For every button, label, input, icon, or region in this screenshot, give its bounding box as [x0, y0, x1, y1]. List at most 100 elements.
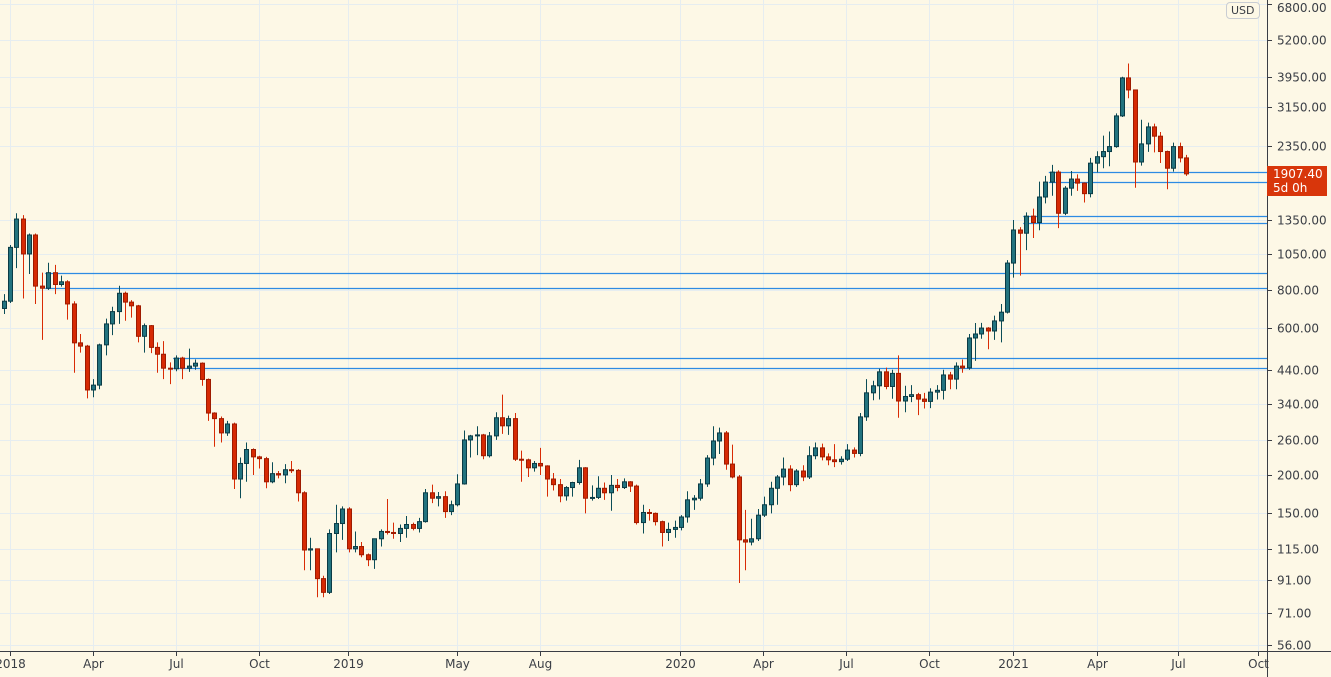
- horizontal-levels[interactable]: [45, 171, 1267, 370]
- candle-body: [896, 372, 901, 402]
- candle-down: [347, 507, 352, 553]
- candle-down: [1018, 227, 1023, 276]
- candle-body: [602, 487, 607, 494]
- candle-up: [864, 379, 869, 421]
- candle-body: [129, 301, 134, 307]
- candle-down: [251, 448, 256, 475]
- bar-close-countdown: 5d 0h: [1273, 181, 1308, 195]
- candle-down: [737, 474, 742, 584]
- candle-body: [1158, 135, 1163, 153]
- candle-up: [967, 333, 972, 370]
- candle-body: [1114, 115, 1119, 148]
- candle-body: [1152, 126, 1157, 137]
- candle-body: [359, 546, 364, 556]
- candle-body: [532, 462, 537, 469]
- candle-down: [1152, 123, 1157, 153]
- candle-body: [1018, 229, 1023, 234]
- candle-body: [468, 435, 473, 441]
- candle-down: [53, 264, 58, 295]
- candle-body: [494, 417, 499, 437]
- candle-body: [660, 521, 665, 533]
- y-tick-label: 3150.00: [1277, 101, 1327, 115]
- candle-body: [992, 320, 997, 332]
- candle-body: [666, 528, 671, 533]
- candle-down: [743, 509, 748, 571]
- y-tick-label: 56.00: [1277, 639, 1311, 653]
- candle-body: [788, 468, 793, 486]
- candle-body: [749, 538, 754, 543]
- x-tick-label: 2020: [665, 657, 696, 671]
- candle-up: [903, 385, 908, 413]
- x-tick-label: Apr: [753, 657, 774, 671]
- candle-body: [193, 362, 198, 367]
- candle-body: [270, 473, 275, 483]
- candle-body: [590, 496, 595, 499]
- candle-up: [769, 481, 774, 514]
- candle-body: [634, 485, 639, 524]
- candle-up: [749, 518, 754, 546]
- candle-down: [411, 522, 416, 531]
- y-tick-label: 200.00: [1277, 469, 1319, 483]
- candle-down: [136, 304, 141, 343]
- candle-body: [327, 532, 332, 593]
- candle-up: [398, 524, 403, 543]
- y-tick-label: 1350.00: [1277, 214, 1327, 228]
- candle-body: [487, 435, 492, 457]
- candle-up: [187, 348, 192, 372]
- candle-up: [858, 413, 863, 457]
- candle-up: [954, 362, 959, 390]
- candle-up: [794, 469, 799, 487]
- x-tick-label: Oct: [249, 657, 270, 671]
- candle-down: [1082, 182, 1087, 203]
- candle-body: [449, 504, 454, 513]
- candle-up: [666, 522, 671, 541]
- last-price-value: 1907.40: [1273, 167, 1323, 181]
- candle-down: [359, 542, 364, 558]
- candle-up: [327, 529, 332, 594]
- candle-down: [960, 359, 965, 373]
- candle-down: [1031, 208, 1036, 238]
- candle-down: [826, 453, 831, 466]
- candle-up: [1139, 119, 1144, 166]
- x-tick-label: Apr: [83, 657, 104, 671]
- candle-body: [1107, 146, 1112, 153]
- y-tick-label: 91.00: [1277, 574, 1311, 588]
- x-tick-label: Jul: [1170, 657, 1185, 671]
- candle-body: [769, 487, 774, 506]
- candle-body: [500, 417, 505, 427]
- candle-body: [967, 337, 972, 369]
- candle-down: [430, 484, 435, 504]
- candle-up: [506, 415, 511, 435]
- candle-body: [1043, 181, 1048, 198]
- candle-body: [59, 281, 64, 285]
- candle-body: [302, 492, 307, 551]
- candle-down: [730, 444, 735, 479]
- candle-body: [462, 439, 467, 485]
- candle-body: [104, 323, 109, 346]
- candle-up: [673, 520, 678, 538]
- candle-body: [954, 365, 959, 380]
- candle-body: [609, 484, 614, 494]
- candle-body: [762, 504, 767, 516]
- price-axis[interactable]: [1267, 0, 1331, 677]
- candle-down: [1165, 150, 1170, 190]
- time-axis[interactable]: [0, 651, 1267, 677]
- candle-body: [110, 311, 115, 325]
- candle-body: [538, 462, 543, 467]
- candle-up: [462, 430, 467, 485]
- candle-body: [142, 325, 147, 337]
- x-tick-label: 2021: [998, 657, 1029, 671]
- currency-badge[interactable]: USD: [1226, 2, 1260, 19]
- candle-body: [283, 469, 288, 476]
- candle-body: [737, 476, 742, 541]
- candle-up: [1146, 122, 1151, 152]
- candle-down: [948, 371, 953, 390]
- candle-body: [404, 523, 409, 529]
- candle-body: [1146, 126, 1151, 145]
- candle-body: [948, 374, 953, 380]
- candle-body: [1024, 215, 1029, 234]
- y-tick-label: 600.00: [1277, 322, 1319, 336]
- candle-down: [647, 508, 652, 521]
- candle-body: [1165, 151, 1170, 169]
